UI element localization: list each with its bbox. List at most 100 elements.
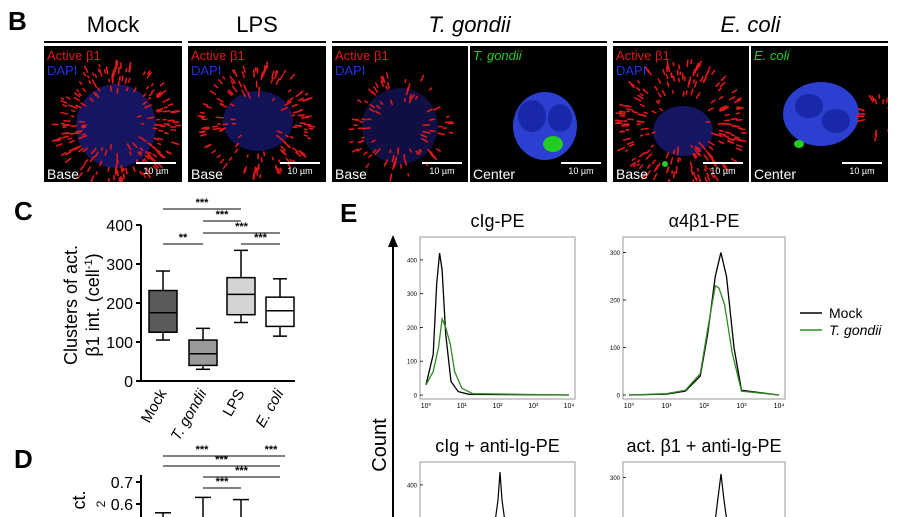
y-tick-label: 100 (407, 360, 418, 366)
significance-label: *** (215, 454, 229, 466)
fluorescence-spot (271, 70, 275, 79)
fluorescence-spot (422, 130, 431, 134)
fluorescence-spot (617, 146, 626, 152)
micrograph-mock: Active β1 DAPI Base 10 µm (44, 46, 182, 182)
fluorescence-spot (735, 147, 742, 151)
fluorescence-spot (142, 93, 147, 97)
fluorescence-spot (78, 92, 83, 96)
cell-image (51, 59, 182, 182)
fluorescence-spot (270, 77, 274, 84)
fluorescence-spot (75, 104, 82, 109)
fluorescence-spot (638, 151, 646, 158)
fluorescence-spot (705, 70, 710, 76)
significance-label: *** (196, 444, 210, 456)
fluorescence-spot (69, 139, 76, 144)
fluorescence-spot (671, 89, 675, 94)
fluorescence-spot (93, 91, 97, 96)
fluorescence-spot (373, 86, 379, 93)
micrograph-e-coli-base: Active β1 DAPI Base 10 µm (613, 46, 749, 182)
fluorescence-spot (156, 94, 162, 99)
fluorescence-spot (379, 101, 384, 105)
fluorescence-spot (718, 132, 726, 136)
fluorescence-spot (152, 146, 157, 150)
label-dapi: DAPI (616, 63, 647, 78)
fluorescence-spot (408, 96, 413, 104)
fluorescence-spot (710, 172, 715, 179)
histogram-line (495, 471, 505, 517)
micrograph-e-coli-center: E. coli Center 10 µm (751, 46, 888, 182)
fluorescence-spot (693, 69, 696, 74)
fluorescence-spot (694, 153, 698, 159)
fluorescence-spot (234, 148, 239, 154)
fluorescence-spot (292, 147, 299, 153)
fluorescence-spot (126, 87, 129, 92)
y-tick-label: 200 (610, 299, 621, 305)
panel-e-letter: E (340, 198, 358, 228)
fluorescence-spot (655, 100, 660, 105)
group-divider (332, 41, 607, 43)
fluorescence-spot (630, 84, 635, 89)
fluorescence-spot (159, 82, 165, 87)
fluorescence-spot (695, 176, 698, 182)
fluorescence-spot (233, 69, 238, 77)
fluorescence-spot (147, 97, 152, 100)
fluorescence-spot (228, 89, 234, 96)
fluorescence-spot (720, 75, 727, 82)
fluorescence-spot (94, 151, 99, 158)
fluorescence-spot (666, 166, 670, 173)
fluorescence-spot (202, 126, 210, 129)
fluorescence-spot (64, 157, 72, 163)
y-tick-label: 400 (106, 218, 133, 235)
fluorescence-spot (642, 88, 649, 95)
fluorescence-spot (83, 159, 89, 165)
fluorescence-spot (71, 109, 76, 113)
fluorescence-spot (156, 110, 163, 113)
fluorescence-spot (215, 116, 224, 119)
fluorescence-spot (61, 135, 70, 139)
fluorescence-spot (675, 165, 678, 175)
fluorescence-spot (205, 105, 212, 109)
fluorescence-spot (62, 104, 68, 108)
y-tick-label: 200 (106, 296, 133, 313)
category-label: T. gondii (168, 386, 211, 444)
fluorescence-spot (639, 164, 644, 169)
fluorescence-spot (380, 76, 384, 83)
label-t-gondii: T. gondii (473, 48, 522, 63)
fluorescence-spot (60, 111, 69, 115)
fluorescence-spot (710, 99, 716, 104)
fluorescence-spot (55, 143, 63, 147)
fluorescence-spot (737, 107, 744, 110)
fluorescence-spot (698, 152, 702, 157)
scale-bar (136, 162, 176, 164)
fluorescence-spot (289, 135, 294, 139)
fluorescence-spot (738, 139, 744, 142)
fluorescence-spot (227, 91, 233, 96)
fluorescence-spot (295, 92, 303, 98)
fluorescence-spot (232, 69, 235, 74)
fluorescence-spot (391, 154, 395, 163)
fluorescence-spot (80, 164, 85, 171)
fluorescence-spot (94, 74, 97, 78)
arrow-head (388, 235, 398, 247)
panel-c-letter: C (14, 196, 33, 226)
fluorescence-spot (95, 92, 100, 99)
y-axis-label: Clusters of act. (61, 245, 81, 365)
fluorescence-spot (125, 67, 128, 73)
fluorescence-spot (147, 155, 154, 161)
histogram-line (628, 252, 780, 396)
fluorescence-spot (631, 157, 636, 161)
fluorescence-spot (157, 162, 163, 169)
scale-label: 10 µm (287, 166, 313, 176)
scale-bar (703, 162, 743, 164)
label-active-b1: Active β1 (47, 48, 101, 63)
fluorescence-spot (364, 100, 368, 104)
fluorescence-spot (150, 83, 154, 87)
fluorescence-spot (81, 133, 86, 136)
label-dapi: DAPI (191, 63, 222, 78)
fluorescence-spot (276, 130, 283, 134)
fluorescence-spot (703, 168, 707, 172)
fluorescence-spot (407, 83, 411, 92)
histogram-line (425, 316, 570, 396)
fluorescence-spot (719, 108, 726, 112)
fluorescence-spot (252, 69, 256, 78)
